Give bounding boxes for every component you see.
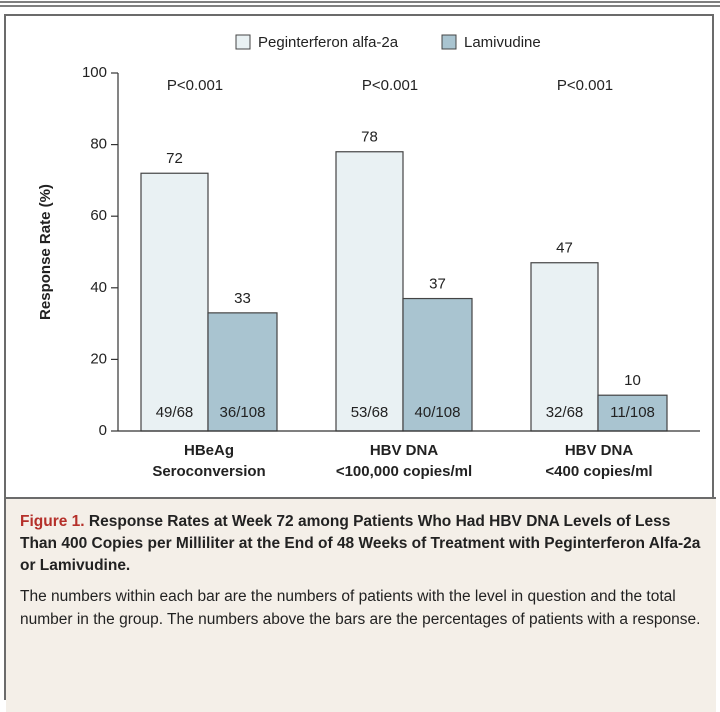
y-tick-label: 80 (90, 136, 107, 153)
legend-label: Lamivudine (464, 34, 541, 51)
count-label: 40/108 (415, 404, 461, 421)
value-label: 37 (429, 276, 446, 293)
bar (207, 312, 278, 432)
caption-title: Figure 1. Response Rates at Week 72 amon… (20, 511, 702, 577)
count-label: 49/68 (156, 404, 194, 421)
x-tick-label: <400 copies/ml (545, 463, 652, 480)
caption-heading: Response Rates at Week 72 among Patients… (20, 513, 701, 574)
y-axis-label: Response Rate (%) (37, 184, 54, 320)
x-tick-label: Seroconversion (152, 463, 265, 480)
caption-text: The numbers within each bar are the numb… (20, 588, 701, 628)
value-label: 47 (556, 240, 573, 257)
count-label: 53/68 (351, 404, 389, 421)
figure-label: Figure 1. (20, 513, 85, 530)
y-tick-label: 0 (99, 422, 107, 439)
bar (597, 394, 668, 432)
legend-swatch (441, 34, 457, 50)
count-label: 11/108 (610, 404, 655, 421)
y-tick-label: 40 (90, 279, 107, 296)
value-label: 10 (624, 372, 641, 389)
x-tick-label: <100,000 copies/ml (336, 463, 472, 480)
value-label: 72 (166, 150, 183, 167)
annotation: P<0.001 (167, 77, 223, 94)
annotation: P<0.001 (362, 77, 418, 94)
caption: Figure 1. Response Rates at Week 72 amon… (6, 497, 716, 712)
y-tick-label: 20 (90, 350, 107, 367)
x-tick-label: HBV DNA (565, 442, 634, 459)
bar (530, 262, 599, 432)
annotation: P<0.001 (557, 77, 613, 94)
chart: Response Rate (%) 0 20 40 60 80 100 Peginterfe… (0, 1, 720, 480)
y-tick-label: 60 (90, 207, 107, 224)
value-label: 78 (361, 129, 378, 146)
legend-label: Peginterferon alfa-2a (258, 34, 399, 51)
y-tick-label: 100 (82, 64, 107, 81)
bar (335, 151, 404, 432)
bar (402, 297, 473, 432)
legend-swatch (235, 34, 251, 50)
bar (140, 172, 209, 432)
count-label: 36/108 (220, 404, 266, 421)
value-label: 33 (234, 290, 251, 307)
x-tick-label: HBV DNA (370, 442, 439, 459)
x-tick-label: HBeAg (184, 442, 234, 459)
count-label: 32/68 (546, 404, 584, 421)
